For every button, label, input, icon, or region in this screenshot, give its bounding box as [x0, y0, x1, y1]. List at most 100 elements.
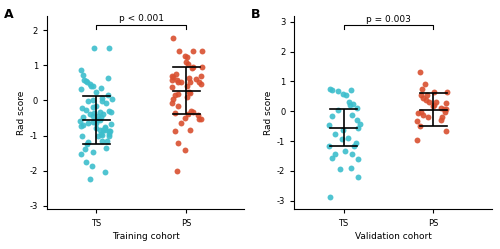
- Point: [347, 88, 355, 92]
- Point: [104, 129, 112, 133]
- Point: [192, 77, 200, 81]
- Point: [174, 92, 182, 96]
- Point: [84, 140, 92, 144]
- Point: [340, 128, 347, 132]
- Point: [80, 147, 88, 151]
- Point: [348, 152, 356, 156]
- Point: [94, 134, 102, 138]
- Point: [430, 103, 438, 107]
- Point: [174, 104, 182, 108]
- Point: [168, 85, 176, 89]
- Point: [354, 106, 362, 110]
- Point: [79, 73, 87, 77]
- Point: [181, 116, 189, 120]
- Text: B: B: [251, 8, 260, 21]
- Point: [441, 110, 449, 114]
- Point: [348, 113, 356, 117]
- Point: [352, 141, 360, 145]
- Point: [89, 105, 97, 109]
- Point: [440, 107, 448, 111]
- Point: [102, 146, 110, 150]
- Point: [86, 82, 94, 86]
- Point: [353, 118, 361, 122]
- Point: [92, 105, 100, 109]
- Point: [98, 133, 106, 137]
- Point: [174, 141, 182, 145]
- Point: [97, 132, 105, 136]
- Point: [178, 121, 186, 125]
- Point: [82, 160, 90, 164]
- Point: [183, 95, 191, 99]
- Point: [177, 80, 185, 84]
- Point: [107, 110, 115, 114]
- Point: [330, 132, 338, 136]
- Point: [187, 109, 195, 113]
- Point: [420, 96, 428, 100]
- Point: [346, 103, 354, 107]
- Point: [442, 129, 450, 133]
- Point: [348, 166, 356, 170]
- X-axis label: Validation cohort: Validation cohort: [354, 232, 432, 241]
- Point: [170, 129, 178, 133]
- Point: [188, 66, 196, 70]
- Point: [198, 65, 206, 69]
- Point: [442, 101, 450, 105]
- Point: [99, 112, 107, 116]
- Point: [174, 50, 182, 54]
- Point: [328, 156, 336, 160]
- Point: [328, 115, 336, 119]
- Point: [422, 82, 430, 86]
- Point: [172, 78, 180, 82]
- Point: [354, 175, 362, 179]
- Point: [354, 126, 362, 130]
- Text: p = 0.003: p = 0.003: [366, 15, 411, 24]
- Point: [168, 101, 176, 105]
- Point: [442, 90, 450, 94]
- Point: [104, 76, 112, 80]
- Point: [107, 122, 115, 126]
- Point: [78, 106, 86, 110]
- Point: [80, 78, 88, 82]
- Point: [92, 126, 100, 130]
- Point: [425, 100, 433, 104]
- Point: [96, 128, 104, 132]
- Point: [106, 129, 114, 133]
- X-axis label: Training cohort: Training cohort: [112, 232, 180, 241]
- Point: [416, 124, 424, 128]
- Point: [78, 134, 86, 138]
- Point: [92, 90, 100, 94]
- Point: [102, 101, 110, 105]
- Point: [104, 93, 112, 97]
- Point: [172, 169, 180, 173]
- Point: [97, 115, 105, 119]
- Point: [106, 109, 114, 113]
- Y-axis label: Rad score: Rad score: [264, 91, 272, 135]
- Point: [350, 144, 358, 148]
- Point: [418, 113, 426, 117]
- Point: [89, 84, 97, 88]
- Point: [423, 93, 431, 97]
- Text: A: A: [4, 8, 14, 21]
- Point: [84, 99, 92, 103]
- Point: [100, 128, 108, 132]
- Point: [418, 87, 426, 91]
- Point: [86, 112, 94, 116]
- Point: [104, 139, 112, 143]
- Point: [79, 123, 87, 127]
- Point: [76, 124, 84, 128]
- Point: [198, 117, 205, 121]
- Point: [98, 96, 106, 100]
- Point: [185, 90, 193, 94]
- Point: [172, 72, 180, 76]
- Point: [344, 136, 351, 140]
- Point: [174, 80, 182, 84]
- Point: [328, 88, 336, 92]
- Point: [88, 164, 96, 168]
- Point: [438, 118, 446, 122]
- Point: [182, 60, 190, 64]
- Point: [324, 123, 332, 127]
- Point: [416, 70, 424, 74]
- Point: [168, 36, 176, 40]
- Point: [189, 110, 197, 114]
- Point: [168, 78, 176, 82]
